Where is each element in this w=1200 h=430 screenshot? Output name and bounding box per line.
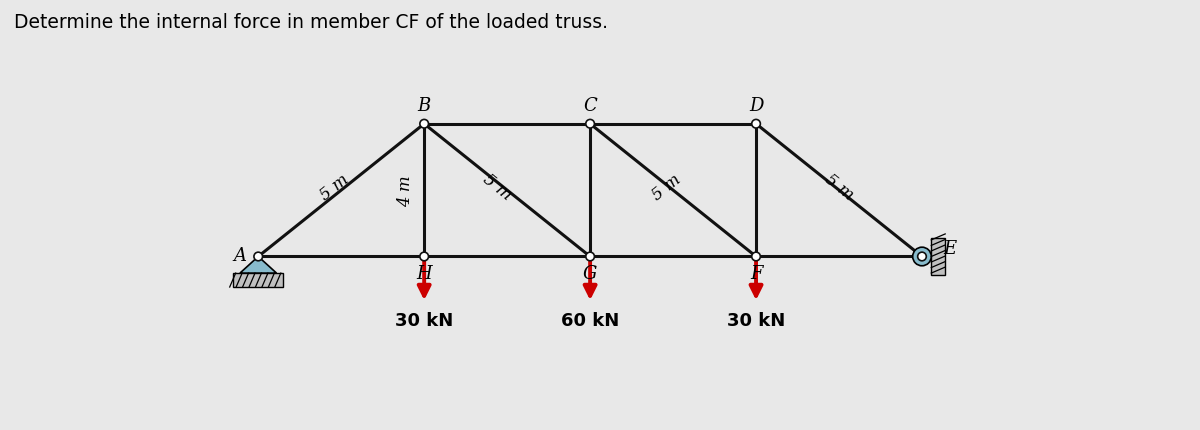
Text: 5 m: 5 m xyxy=(317,171,353,204)
Circle shape xyxy=(751,252,761,261)
Text: 5 m: 5 m xyxy=(480,171,515,204)
Text: F: F xyxy=(750,264,762,283)
Polygon shape xyxy=(240,257,276,273)
Text: E: E xyxy=(943,240,956,258)
Circle shape xyxy=(918,252,926,261)
Circle shape xyxy=(913,248,931,266)
Bar xyxy=(931,239,946,275)
Bar xyxy=(233,273,283,287)
Text: B: B xyxy=(418,97,431,115)
Circle shape xyxy=(420,120,428,129)
Text: 5 m: 5 m xyxy=(821,171,857,204)
Circle shape xyxy=(586,120,594,129)
Text: 30 kN: 30 kN xyxy=(395,311,454,329)
Text: C: C xyxy=(583,97,596,115)
Circle shape xyxy=(254,252,263,261)
Text: H: H xyxy=(416,264,432,283)
Text: D: D xyxy=(749,97,763,115)
Circle shape xyxy=(420,252,428,261)
Text: Determine the internal force in member CF of the loaded truss.: Determine the internal force in member C… xyxy=(14,13,608,32)
Circle shape xyxy=(586,252,594,261)
Text: 30 kN: 30 kN xyxy=(727,311,785,329)
Text: 4 m: 4 m xyxy=(397,175,414,206)
Circle shape xyxy=(751,120,761,129)
Text: 5 m: 5 m xyxy=(649,171,684,204)
Text: A: A xyxy=(234,246,246,264)
Text: G: G xyxy=(583,264,598,283)
Text: 60 kN: 60 kN xyxy=(560,311,619,329)
